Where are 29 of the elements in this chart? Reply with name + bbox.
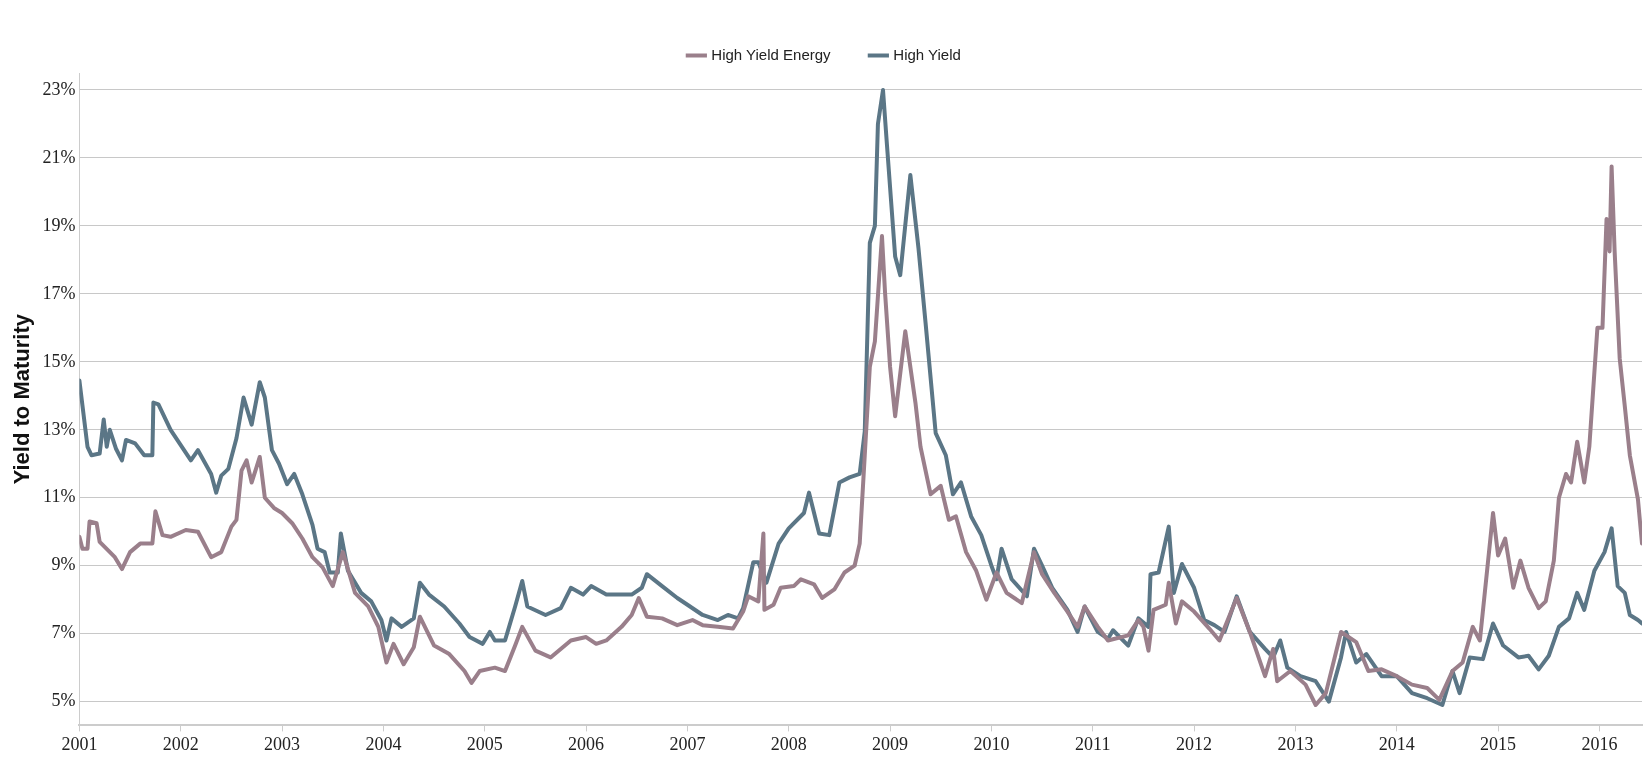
x-tick-label: 2012 [1176,733,1213,754]
y-tick-label: 21% [42,146,76,167]
x-tick-label: 2010 [973,733,1010,754]
x-tick-label: 2006 [568,733,605,754]
x-tick-label: 2014 [1378,733,1415,754]
y-tick-label: 5% [51,690,76,711]
y-tick-label: 17% [42,282,76,303]
x-tick-label: 2015 [1480,733,1517,754]
x-tick-label: 2003 [264,733,301,754]
y-axis-title: Yield to Maturity [9,313,35,485]
y-tick-label: 19% [42,214,76,235]
x-tick-label: 2013 [1277,733,1314,754]
y-tick-label: 15% [42,350,76,371]
legend-label: High Yield [893,45,961,63]
x-tick-label: 2004 [365,733,402,754]
x-tick-label: 2005 [466,733,503,754]
y-tick-label: 7% [51,622,76,643]
x-tick-label: 2009 [872,733,909,754]
legend-label: High Yield Energy [711,45,832,63]
y-tick-label: 11% [43,486,76,507]
x-tick-label: 2007 [669,733,706,754]
x-tick-label: 2016 [1581,733,1618,754]
x-tick-label: 2008 [770,733,807,754]
y-tick-label: 13% [42,418,76,439]
x-tick-label: 2011 [1075,733,1111,754]
y-tick-label: 9% [51,554,76,575]
x-tick-label: 2001 [61,733,98,754]
y-tick-label: 23% [42,78,76,99]
x-tick-label: 2002 [162,733,199,754]
